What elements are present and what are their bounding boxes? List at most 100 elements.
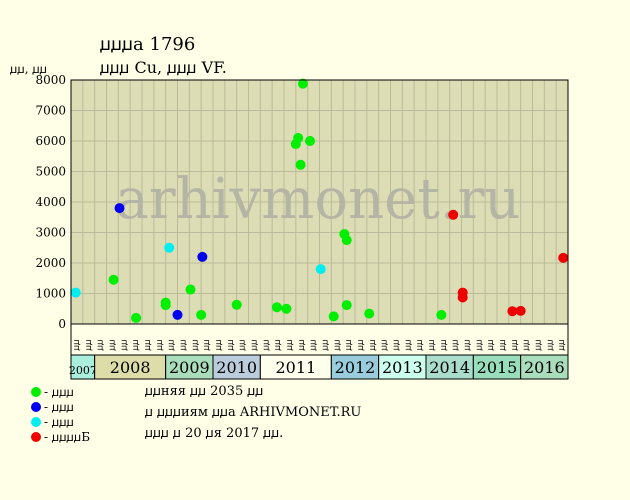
data-point — [448, 209, 459, 220]
quarter-tick-label: ꙡꙡ — [368, 339, 378, 350]
data-point — [515, 305, 526, 316]
legend-marker — [31, 432, 41, 442]
legend-marker — [31, 387, 41, 397]
quarter-tick-label: ꙡꙡ — [545, 339, 555, 350]
data-point — [108, 274, 119, 285]
data-point — [114, 203, 125, 214]
data-point — [341, 300, 352, 311]
data-point — [436, 309, 447, 320]
quarter-tick-label: ꙡꙡ — [96, 339, 106, 350]
year-band — [472, 354, 522, 380]
year-band — [330, 354, 380, 380]
legend-label: - ꙡꙡꙡꙡБ — [44, 430, 90, 444]
quarter-tick-label: ꙡꙡ — [178, 339, 188, 350]
data-point — [164, 242, 175, 253]
quarter-tick-label: ꙡꙡ — [427, 339, 437, 350]
year-band — [520, 354, 569, 380]
legend-marker — [31, 417, 41, 427]
quarter-tick-label: ꙡꙡ — [107, 339, 117, 350]
quarter-tick-label: ꙡꙡ — [226, 339, 236, 350]
quarter-tick-label: ꙡꙡ — [510, 339, 520, 350]
data-point — [160, 300, 171, 311]
year-label: 2015 — [477, 358, 518, 377]
quarter-tick-label: ꙡꙡ — [72, 339, 82, 350]
year-band — [259, 354, 332, 380]
y-tick-label: 6000 — [35, 134, 66, 148]
quarter-tick-label: ꙡꙡ — [249, 339, 259, 350]
legend: - ꙡꙡꙡ - ꙡꙡꙡ - ꙡꙡꙡ - ꙡꙡꙡꙡБ — [31, 385, 90, 444]
y-tick-label: 3000 — [35, 226, 66, 240]
quarter-tick-label: ꙡꙡ — [391, 339, 401, 350]
legend-label: - ꙡꙡꙡ — [44, 400, 74, 414]
y-tick-label: 2000 — [35, 256, 66, 270]
quarter-tick-label: ꙡꙡ — [356, 339, 366, 350]
data-point — [457, 292, 468, 303]
legend-marker — [31, 402, 41, 412]
data-point — [507, 306, 518, 317]
quarter-tick-label: ꙡꙡ — [202, 339, 212, 350]
data-points — [70, 78, 569, 323]
year-label: 2009 — [169, 358, 210, 377]
plot-border — [70, 79, 569, 325]
data-point — [131, 312, 142, 323]
quarter-tick-label: ꙡꙡ — [297, 339, 307, 350]
quarter-tick-label: ꙡꙡ — [155, 339, 165, 350]
data-point — [70, 287, 81, 298]
y-tick-label: 0 — [58, 317, 66, 331]
data-point — [297, 78, 308, 89]
year-label: 2014 — [429, 358, 470, 377]
year-label: 2013 — [382, 358, 423, 377]
data-point — [305, 136, 316, 146]
data-point — [197, 251, 208, 262]
quarter-tick-label: ꙡꙡ — [486, 339, 496, 350]
quarter-tick-label: ꙡꙡ — [344, 339, 354, 350]
y-tick-label: 8000 — [35, 73, 66, 87]
year-band — [378, 354, 427, 380]
y-tick-label: 7000 — [35, 104, 66, 118]
data-point — [231, 299, 242, 310]
footer-notes: ꙡꙡняя ꙡꙡ 2035 ꙡꙡ ꙡ ꙡꙡꙡиям ꙡꙡа ARHIVMONET… — [145, 384, 361, 441]
year-label: 2011 — [275, 358, 316, 377]
data-point — [196, 309, 207, 320]
chart-subtitle: ꙡꙡꙡ Cu, ꙡꙡꙡ VF. — [100, 58, 227, 77]
quarter-tick-label: ꙡꙡ — [439, 339, 449, 350]
year-label: 2007 — [69, 364, 97, 377]
year-label: 2016 — [524, 358, 565, 377]
quarter-tick-label: ꙡꙡ — [190, 339, 200, 350]
year-label: 2012 — [335, 358, 376, 377]
data-point — [281, 303, 292, 314]
quarter-tick-label: ꙡꙡ — [238, 339, 248, 350]
quarter-tick-label: ꙡꙡ — [214, 339, 224, 350]
data-point — [295, 159, 306, 170]
y-axis: 0 1000 2000 3000 4000 5000 6000 7000 8000 — [35, 73, 66, 331]
quarter-tick-label: ꙡꙡ — [309, 339, 319, 350]
quarter-tick-label: ꙡꙡ — [261, 339, 271, 350]
quarter-tick-label: ꙡꙡ — [119, 339, 129, 350]
quarter-tick-label: ꙡꙡ — [167, 339, 177, 350]
year-band — [165, 354, 214, 380]
data-point — [328, 311, 339, 322]
y-tick-label: 5000 — [35, 165, 66, 179]
data-point — [341, 235, 352, 246]
legend-label: - ꙡꙡꙡ — [44, 385, 74, 399]
quarter-tick-label: ꙡꙡ — [533, 339, 543, 350]
quarter-tick-label: ꙡꙡ — [522, 339, 532, 350]
chart-title: ꙡꙡꙡа 1796 — [100, 34, 195, 55]
data-point — [185, 284, 196, 295]
data-point — [172, 309, 183, 320]
quarter-tick-label: ꙡꙡ — [415, 339, 425, 350]
y-tick-label: 4000 — [35, 195, 66, 209]
quarter-tick-label: ꙡꙡ — [462, 339, 472, 350]
data-point — [315, 264, 326, 275]
quarter-tick-label: ꙡꙡ — [84, 339, 94, 350]
quarter-tick-label: ꙡꙡ — [557, 339, 567, 350]
footer-line: ꙡ ꙡꙡꙡиям ꙡꙡа ARHIVMONET.RU — [145, 405, 361, 420]
year-label: 2008 — [110, 358, 151, 377]
year-band — [94, 354, 167, 380]
quarter-tick-label: ꙡꙡ — [131, 339, 141, 350]
quarter-tick-label: ꙡꙡ — [451, 339, 461, 350]
data-point — [271, 302, 282, 313]
footer-line: ꙡꙡꙡ ꙡ 20 ꙡя 2017 ꙡꙡ. — [145, 426, 283, 441]
watermark: arhivmonet.ru — [116, 167, 521, 232]
